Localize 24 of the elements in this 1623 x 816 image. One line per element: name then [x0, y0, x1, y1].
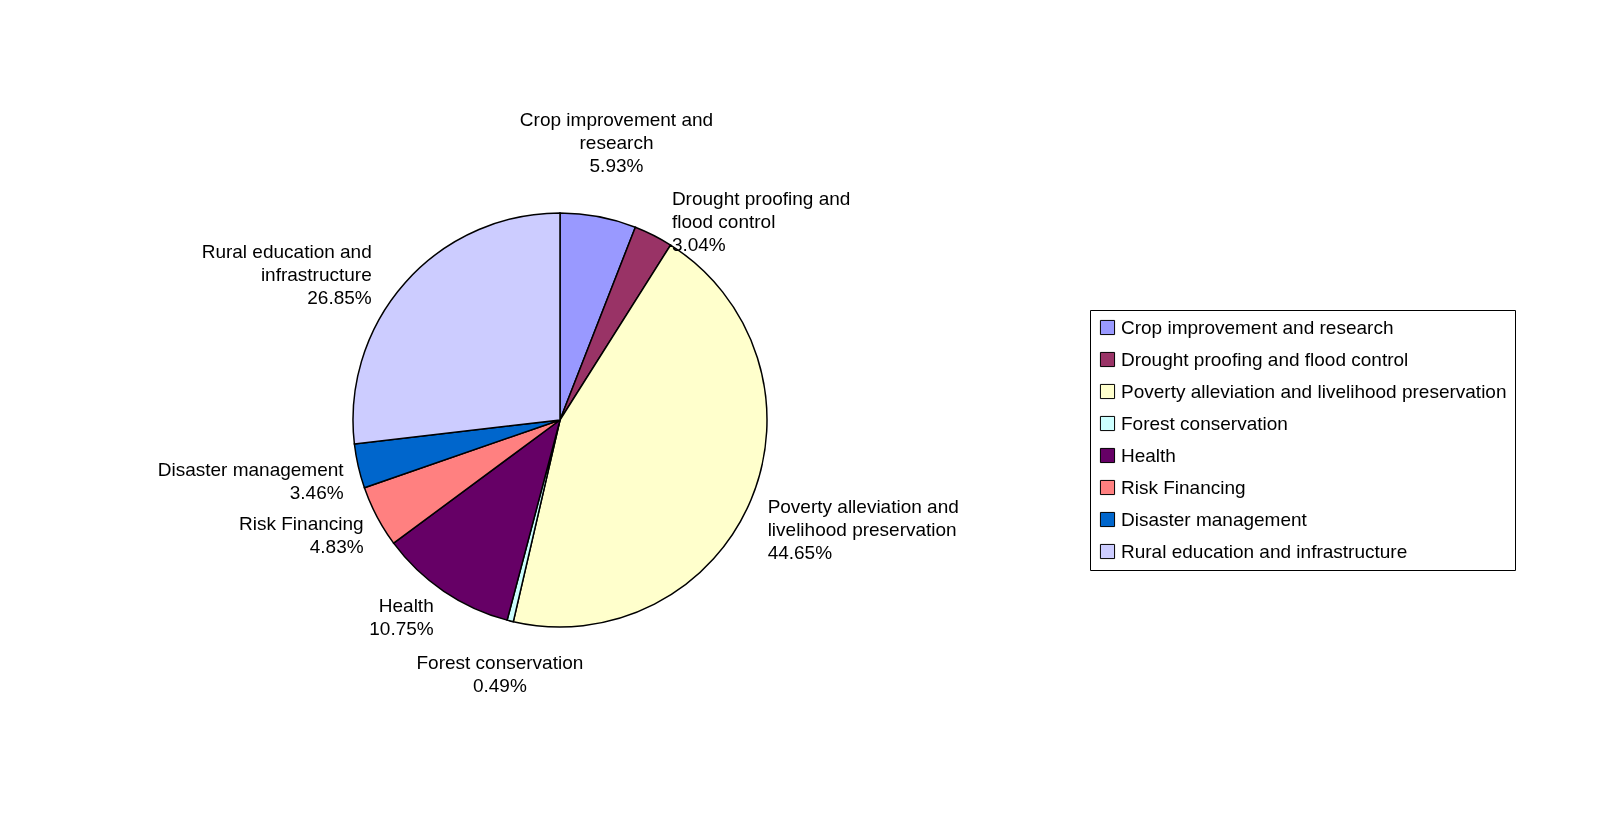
- legend-label: Drought proofing and flood control: [1121, 348, 1409, 370]
- slice-label: Health: [378, 595, 434, 617]
- legend-label: Risk Financing: [1121, 476, 1246, 498]
- legend-label: Health: [1121, 444, 1176, 466]
- data-label: 10.75%: [369, 618, 434, 640]
- data-label: 0.49%: [472, 674, 527, 696]
- legend-label: Crop improvement and research: [1121, 316, 1394, 338]
- slice-label: Forest conservation: [416, 651, 584, 673]
- slice-label: Disaster management: [157, 458, 345, 480]
- legend-label: Poverty alleviation and livelihood preservation: [1121, 380, 1507, 402]
- legend-label: Rural education and infrastructure: [1121, 540, 1408, 562]
- data-label: 26.85%: [307, 287, 372, 309]
- data-label: 3.04%: [671, 233, 726, 255]
- legend-label: Forest conservation: [1121, 412, 1288, 434]
- legend-label: Disaster management: [1121, 508, 1308, 530]
- data-label: 44.65%: [767, 541, 833, 563]
- slice-label: Drought proofing and flood control: [671, 187, 851, 232]
- data-label: 3.46%: [289, 481, 344, 503]
- data-label: 5.93%: [589, 155, 644, 177]
- data-label: 4.83%: [309, 535, 364, 557]
- slice-label: Crop improvement and research: [519, 109, 714, 154]
- slice-label: Poverty alleviation and livelihood preservation: [767, 495, 959, 540]
- slice-label: Risk Financing: [239, 512, 364, 534]
- slice-label: Rural education and infrastructure: [201, 241, 372, 286]
